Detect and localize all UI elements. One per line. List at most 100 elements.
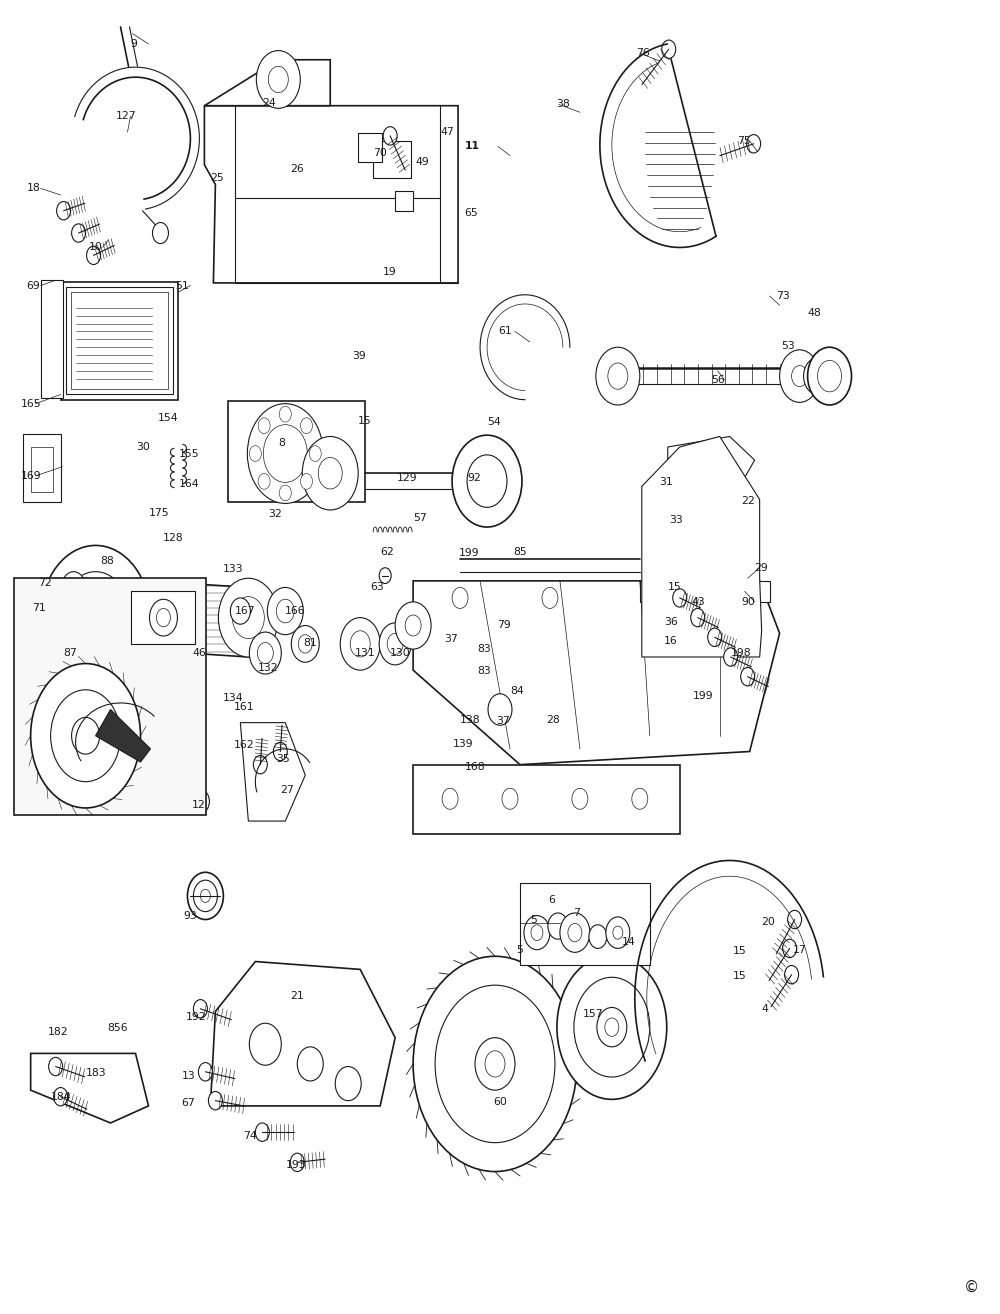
Text: 38: 38 [556, 100, 570, 109]
Text: 22: 22 [742, 495, 755, 506]
Text: 48: 48 [808, 307, 821, 318]
Text: 16: 16 [664, 636, 678, 646]
Circle shape [741, 668, 755, 686]
Text: 56: 56 [711, 374, 724, 385]
Circle shape [340, 618, 380, 670]
Text: 199: 199 [693, 691, 713, 702]
Text: 11: 11 [465, 142, 480, 151]
Bar [395, 191, 413, 210]
Circle shape [258, 418, 270, 434]
Polygon shape [23, 434, 61, 502]
Text: 35: 35 [276, 754, 290, 765]
Circle shape [253, 756, 267, 774]
Text: 25: 25 [210, 173, 224, 183]
Text: 183: 183 [86, 1068, 106, 1077]
Text: 72: 72 [38, 578, 51, 589]
Text: 133: 133 [222, 564, 243, 574]
Circle shape [291, 625, 319, 662]
Circle shape [62, 572, 86, 603]
Text: 182: 182 [48, 1028, 68, 1038]
Circle shape [691, 608, 705, 627]
Text: 161: 161 [233, 702, 254, 712]
Text: 130: 130 [390, 648, 411, 658]
Circle shape [524, 916, 550, 950]
Polygon shape [642, 436, 762, 657]
Text: 39: 39 [352, 351, 366, 361]
Circle shape [379, 623, 411, 665]
Circle shape [72, 223, 86, 242]
Text: 4: 4 [762, 1004, 769, 1014]
Text: 15: 15 [733, 946, 746, 957]
Polygon shape [31, 1054, 148, 1123]
Text: 93: 93 [183, 911, 197, 921]
Text: 87: 87 [64, 648, 77, 658]
Text: 47: 47 [440, 127, 454, 137]
Text: 18: 18 [27, 184, 40, 193]
Bar [131, 591, 195, 644]
Text: 8: 8 [278, 438, 285, 448]
Text: 127: 127 [116, 112, 136, 121]
Text: 79: 79 [497, 620, 511, 631]
Circle shape [747, 134, 761, 152]
Text: 28: 28 [546, 715, 560, 725]
Circle shape [572, 788, 588, 809]
Circle shape [187, 872, 223, 920]
Circle shape [152, 222, 168, 243]
Circle shape [673, 589, 687, 607]
Text: 67: 67 [181, 1099, 195, 1108]
Text: 85: 85 [513, 547, 527, 557]
Bar [31, 447, 53, 491]
Circle shape [379, 568, 391, 583]
Circle shape [198, 1063, 212, 1081]
Text: 76: 76 [636, 49, 650, 58]
Text: 162: 162 [233, 740, 254, 750]
Text: 15: 15 [358, 415, 372, 426]
Polygon shape [96, 710, 150, 762]
Bar [14, 578, 206, 815]
Text: 75: 75 [737, 137, 750, 146]
Circle shape [57, 201, 71, 219]
Text: 26: 26 [290, 164, 304, 173]
Polygon shape [228, 401, 365, 502]
Circle shape [218, 578, 278, 657]
Circle shape [273, 742, 287, 761]
Circle shape [712, 587, 728, 608]
Circle shape [632, 788, 648, 809]
Polygon shape [413, 581, 780, 765]
Text: 193: 193 [285, 1160, 306, 1169]
Circle shape [606, 917, 630, 949]
Circle shape [502, 788, 518, 809]
Text: 61: 61 [498, 326, 512, 336]
Text: 19: 19 [383, 268, 397, 277]
Text: 71: 71 [32, 603, 45, 614]
Text: 57: 57 [413, 512, 427, 523]
Text: 155: 155 [178, 448, 199, 459]
Bar [41, 280, 63, 398]
Circle shape [302, 436, 358, 510]
Circle shape [413, 957, 577, 1172]
Circle shape [44, 579, 72, 616]
Circle shape [596, 347, 640, 405]
Circle shape [208, 1092, 222, 1110]
Circle shape [557, 955, 667, 1100]
Circle shape [383, 126, 397, 145]
Text: 166: 166 [284, 606, 305, 616]
Text: 131: 131 [355, 648, 376, 658]
Text: 81: 81 [303, 637, 317, 648]
Circle shape [249, 632, 281, 674]
Text: 132: 132 [257, 662, 278, 673]
Circle shape [258, 473, 270, 489]
Circle shape [230, 598, 250, 624]
Bar [358, 133, 382, 162]
Text: 6: 6 [548, 895, 555, 905]
Text: 62: 62 [380, 547, 394, 557]
Text: 31: 31 [659, 477, 673, 487]
Text: 856: 856 [108, 1024, 128, 1034]
Circle shape [808, 347, 852, 405]
Circle shape [279, 485, 291, 501]
Text: 5: 5 [530, 915, 537, 925]
Circle shape [542, 587, 558, 608]
Text: 60: 60 [493, 1097, 507, 1106]
Text: 51: 51 [175, 280, 189, 290]
Circle shape [255, 1123, 269, 1142]
